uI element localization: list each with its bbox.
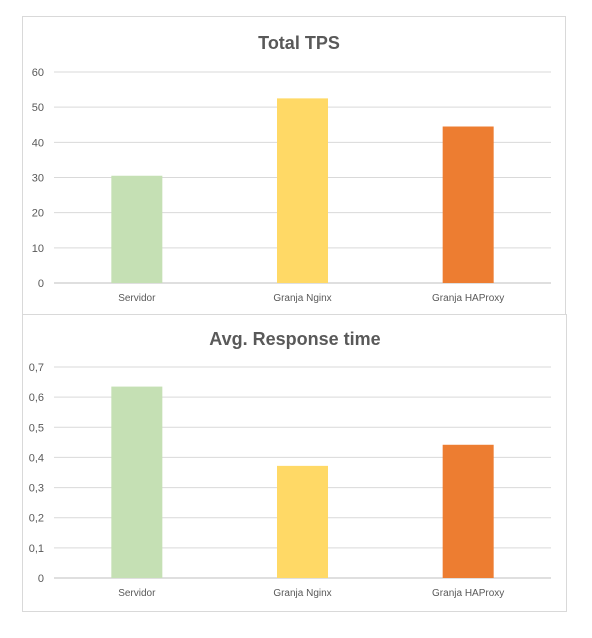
y-tick-label: 0,6 xyxy=(29,392,44,404)
y-tick-label: 0,4 xyxy=(29,452,44,464)
total-tps-chart: Total TPS 0 10 20 30 40 50 60 Servidor Granja Ng… xyxy=(22,16,566,316)
x-category-label: Granja HAProxy xyxy=(432,588,504,599)
bar xyxy=(277,465,328,578)
bar xyxy=(111,386,163,578)
bar xyxy=(277,98,328,283)
y-tick-label: 0,3 xyxy=(29,483,44,495)
y-tick-label: 0,5 xyxy=(29,422,44,434)
y-tick-label: 10 xyxy=(32,243,44,255)
y-tick-label: 0 xyxy=(38,573,44,585)
y-tick-label: 20 xyxy=(32,208,44,220)
chart-title: Avg. Response time xyxy=(209,329,380,349)
x-category-label: Granja Nginx xyxy=(273,293,331,304)
x-category-label: Granja HAProxy xyxy=(432,293,504,304)
y-tick-label: 40 xyxy=(32,137,44,149)
y-tick-label: 0,7 xyxy=(29,362,44,374)
bar xyxy=(111,175,163,283)
y-tick-label: 0,1 xyxy=(29,543,44,555)
y-tick-label: 50 xyxy=(32,102,44,114)
x-category-label: Servidor xyxy=(118,588,156,599)
bar xyxy=(442,444,494,578)
x-category-label: Granja Nginx xyxy=(273,588,331,599)
y-tick-label: 0 xyxy=(38,278,44,290)
y-tick-label: 60 xyxy=(32,67,44,79)
avg-response-time-chart: Avg. Response time 0 0,1 0,2 0,3 0,4 0,5 0,6 0,… xyxy=(22,314,567,612)
y-tick-label: 0,2 xyxy=(29,513,44,525)
avg-response-time-svg: Avg. Response time 0 0,1 0,2 0,3 0,4 0,5 0,6 0,… xyxy=(29,329,551,599)
y-tick-label: 30 xyxy=(32,173,44,185)
chart-title: Total TPS xyxy=(258,33,340,53)
bar xyxy=(442,126,494,283)
x-category-label: Servidor xyxy=(118,293,156,304)
total-tps-svg: Total TPS 0 10 20 30 40 50 60 Servidor Granja Ng… xyxy=(32,33,551,304)
